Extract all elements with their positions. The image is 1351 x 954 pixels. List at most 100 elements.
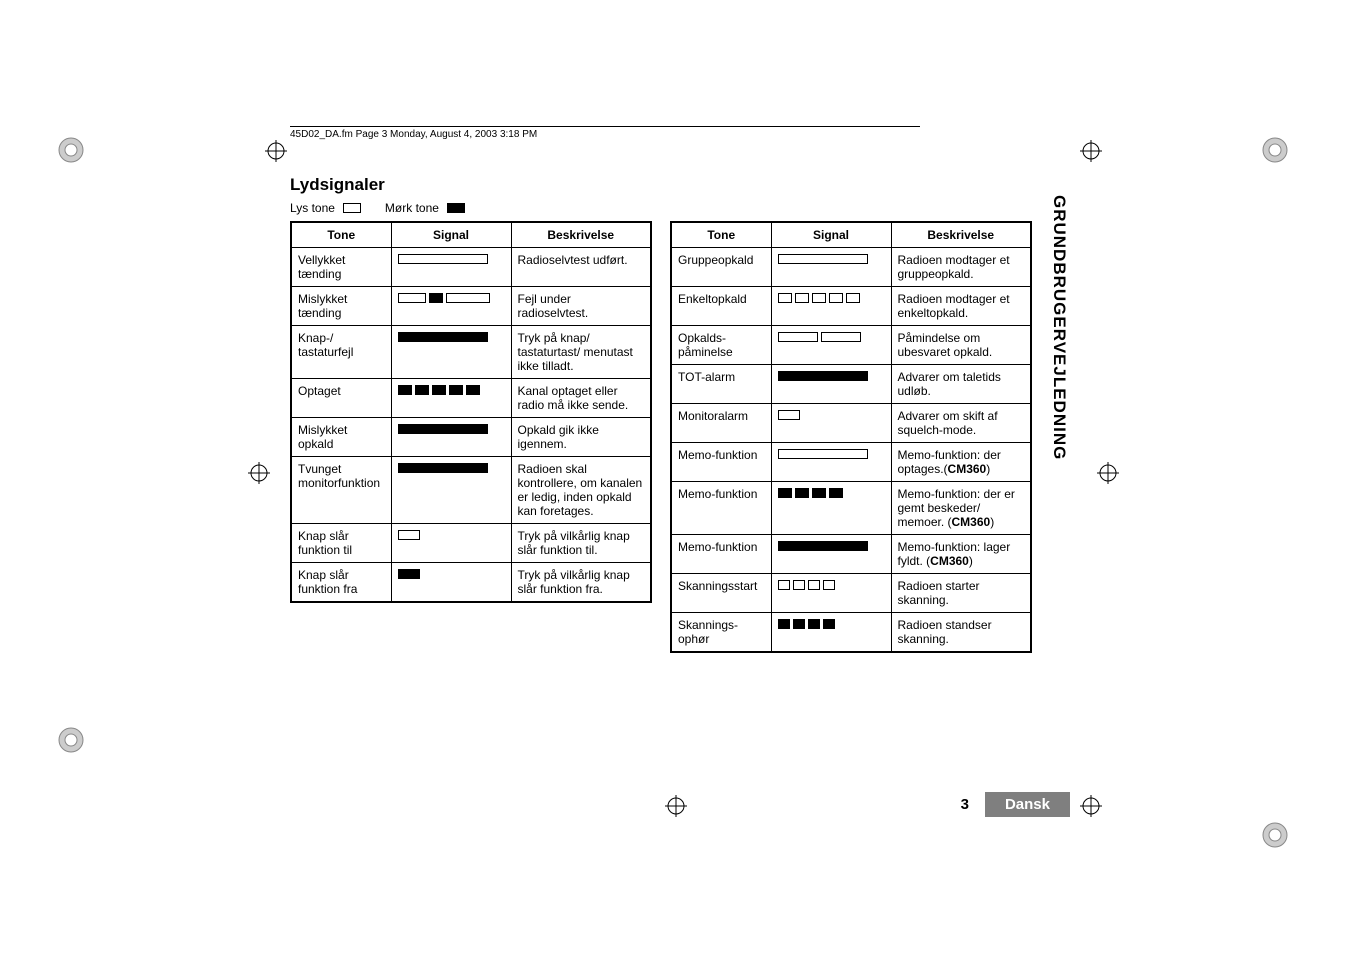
crop-mark-icon: [248, 462, 270, 484]
desc-cell: Kanal optaget eller radio må ikke sende.: [511, 379, 651, 418]
signal-cell: [771, 535, 891, 574]
desc-cell: Radioen skal kontrollere, om kanalen er …: [511, 457, 651, 524]
table-row: Vellykket tændingRadioselvtest udført.: [291, 248, 651, 287]
dark-pulse-icon: [398, 463, 488, 473]
tone-cell: Vellykket tænding: [291, 248, 391, 287]
desc-cell: Memo-funktion: lager fyldt. (CM360): [891, 535, 1031, 574]
running-header: 45D02_DA.fm Page 3 Monday, August 4, 200…: [290, 126, 920, 140]
light-pulse-icon: [398, 254, 488, 264]
tone-cell: Knap slår funktion fra: [291, 563, 391, 603]
table-row: Knap slår funktion til Tryk på vilkårlig …: [291, 524, 651, 563]
section-title: Lydsignaler: [290, 175, 1070, 195]
tone-cell: Memo-funktion: [671, 535, 771, 574]
table-row: Skannings-ophør Radioen standser skanning…: [671, 613, 1031, 653]
light-pulse-icon: [808, 580, 820, 590]
signal-cell: [771, 326, 891, 365]
dark-pulse-icon: [778, 541, 868, 551]
light-pulse-icon: [823, 580, 835, 590]
signal-cell: [391, 524, 511, 563]
light-pulse-icon: [778, 580, 790, 590]
legend-dark-icon: [447, 203, 465, 213]
desc-cell: Memo-funktion: der optages.(CM360): [891, 443, 1031, 482]
desc-cell: Radioen starter skanning.: [891, 574, 1031, 613]
dark-pulse-icon: [449, 385, 463, 395]
table-row: MonitoralarmAdvarer om skift af squelch-…: [671, 404, 1031, 443]
tone-cell: Knap-/ tastaturfejl: [291, 326, 391, 379]
desc-cell: Radioen standser skanning.: [891, 613, 1031, 653]
reg-mark-icon: [56, 135, 86, 165]
tone-cell: Skanningsstart: [671, 574, 771, 613]
tone-cell: Mislykket tænding: [291, 287, 391, 326]
light-pulse-icon: [821, 332, 861, 342]
th-desc: Beskrivelse: [891, 222, 1031, 248]
table-row: Tvunget monitorfunktion Radioen skal kont…: [291, 457, 651, 524]
tone-cell: Gruppeopkald: [671, 248, 771, 287]
tone-cell: Skannings-ophør: [671, 613, 771, 653]
tone-cell: Knap slår funktion til: [291, 524, 391, 563]
dark-pulse-icon: [466, 385, 480, 395]
tone-cell: Memo-funktion: [671, 482, 771, 535]
table-row: Gruppeopkald Radioen modtager et gruppeop…: [671, 248, 1031, 287]
signal-cell: [771, 613, 891, 653]
running-header-text: 45D02_DA.fm Page 3 Monday, August 4, 200…: [290, 129, 537, 140]
signal-cell: [391, 418, 511, 457]
dark-pulse-icon: [432, 385, 446, 395]
desc-cell: Radioen modtager et gruppeopkald.: [891, 248, 1031, 287]
th-desc: Beskrivelse: [511, 222, 651, 248]
light-pulse-icon: [778, 293, 792, 303]
th-signal: Signal: [391, 222, 511, 248]
signal-cell: [391, 563, 511, 603]
signal-cell: [391, 248, 511, 287]
crop-mark-icon: [1080, 795, 1102, 817]
tone-cell: Monitoralarm: [671, 404, 771, 443]
signal-cell: [391, 457, 511, 524]
light-pulse-icon: [778, 332, 818, 342]
legend-light-icon: [343, 203, 361, 213]
table-row: TOT-alarmAdvarer om taletids udløb.: [671, 365, 1031, 404]
dark-pulse-icon: [778, 619, 790, 629]
table-row: Memo-funktion Memo-funktion: der er gemt …: [671, 482, 1031, 535]
crop-mark-icon: [265, 140, 287, 162]
dark-pulse-icon: [398, 385, 412, 395]
tone-cell: Optaget: [291, 379, 391, 418]
table-row: Knap-/ tastaturfejlTryk på knap/ tastatu…: [291, 326, 651, 379]
signal-cell: [771, 404, 891, 443]
dark-pulse-icon: [429, 293, 443, 303]
light-pulse-icon: [795, 293, 809, 303]
language-tab: Dansk: [985, 792, 1070, 817]
reg-mark-icon: [1260, 135, 1290, 165]
signal-cell: [771, 365, 891, 404]
dark-pulse-icon: [778, 488, 792, 498]
table-row: EnkeltopkaldRadioen modtager et enkeltop…: [671, 287, 1031, 326]
signal-cell: [391, 379, 511, 418]
light-pulse-icon: [829, 293, 843, 303]
dark-pulse-icon: [812, 488, 826, 498]
tone-cell: Mislykket opkald: [291, 418, 391, 457]
dark-pulse-icon: [415, 385, 429, 395]
signal-cell: [771, 482, 891, 535]
tone-cell: Tvunget monitorfunktion: [291, 457, 391, 524]
crop-mark-icon: [1097, 462, 1119, 484]
th-signal: Signal: [771, 222, 891, 248]
legend-light-label: Lys tone: [290, 201, 335, 215]
dark-pulse-icon: [398, 332, 488, 342]
dark-pulse-icon: [795, 488, 809, 498]
desc-cell: Memo-funktion: der er gemt beskeder/ mem…: [891, 482, 1031, 535]
table-row: Mislykket opkald Opkald gik ikke igennem.: [291, 418, 651, 457]
page-footer: 3 Dansk: [290, 792, 1070, 817]
table-row: Opkalds-påminelsePåmindelse om ubesvaret…: [671, 326, 1031, 365]
table-row: Memo-funktion Memo-funktion: lager fyldt.…: [671, 535, 1031, 574]
sidebar-title: GRUNDBRUGERVEJLEDNING: [1049, 195, 1069, 460]
tone-cell: Memo-funktion: [671, 443, 771, 482]
dark-pulse-icon: [398, 569, 420, 579]
desc-cell: Opkald gik ikke igennem.: [511, 418, 651, 457]
signals-table-right: Tone Signal Beskrivelse GruppeopkaldRadi…: [670, 221, 1032, 653]
signal-cell: [771, 248, 891, 287]
desc-cell: Tryk på vilkårlig knap slår funktion til…: [511, 524, 651, 563]
light-pulse-icon: [446, 293, 490, 303]
table-row: Mislykket tænding Fejl under radioselvtes…: [291, 287, 651, 326]
light-pulse-icon: [793, 580, 805, 590]
desc-cell: Radioen modtager et enkeltopkald.: [891, 287, 1031, 326]
desc-cell: Fejl under radioselvtest.: [511, 287, 651, 326]
signal-cell: [771, 574, 891, 613]
